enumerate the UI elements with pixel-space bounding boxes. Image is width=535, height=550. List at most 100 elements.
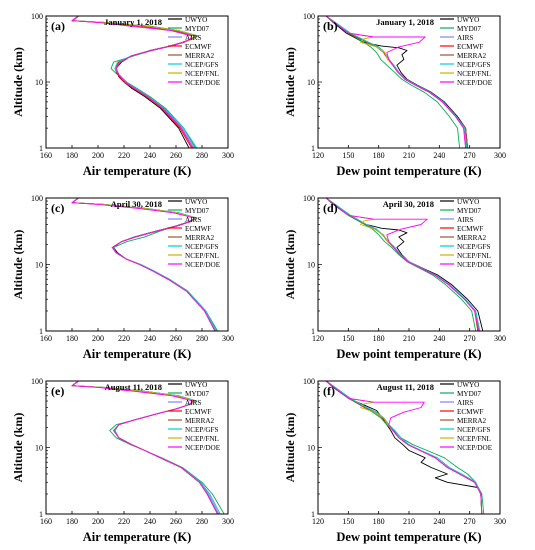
legend-label: UWYO (457, 198, 479, 206)
x-tick-label: 200 (92, 517, 104, 526)
x-tick-label: 210 (403, 151, 415, 160)
series-line-ncep-fnl (325, 198, 480, 331)
legend: UWYOMYD07AIRSECMWFMERRA2NCEP/GFSNCEP/FNL… (168, 16, 221, 87)
legend-label: AIRS (185, 399, 201, 407)
series-line-myd07 (325, 16, 461, 148)
x-tick-label: 300 (494, 517, 506, 526)
y-tick-label: 1 (311, 144, 315, 153)
series-group (71, 16, 199, 148)
x-axis-title: Dew point temperature (K) (336, 530, 481, 544)
y-tick-label: 10 (35, 444, 43, 453)
y-tick-label: 100 (303, 194, 315, 203)
chart-panel-d: 120 150 180 210 240 270 300 1 10 100 Dew point tem… (283, 194, 506, 361)
x-tick-label: 220 (118, 517, 130, 526)
y-tick-label: 1 (311, 510, 315, 519)
legend-label: UWYO (185, 198, 207, 206)
legend-label: MERRA2 (185, 234, 215, 242)
series-group (325, 16, 469, 148)
legend-label: NCEP/GFS (185, 61, 219, 69)
x-tick-label: 180 (373, 151, 385, 160)
y-tick-label: 1 (39, 327, 43, 336)
x-axis-title: Air temperature (K) (83, 347, 192, 361)
y-axis-title: Altitude (km) (283, 230, 297, 300)
legend-label: NCEP/GFS (185, 243, 219, 251)
x-tick-label: 270 (464, 517, 476, 526)
legend-label: NCEP/FNL (457, 435, 491, 443)
legend-label: NCEP/FNL (457, 70, 491, 78)
legend-label: NCEP/FNL (457, 252, 491, 260)
panel-date: January 1, 2018 (104, 17, 162, 27)
y-tick-label: 10 (35, 78, 43, 87)
legend-label: ECMWF (185, 225, 211, 233)
legend-label: MYD07 (457, 25, 481, 33)
panel-label: (b) (323, 19, 338, 33)
x-tick-label: 300 (222, 334, 234, 343)
x-tick-label: 280 (196, 151, 208, 160)
legend-label: MYD07 (185, 390, 209, 398)
x-tick-label: 280 (196, 517, 208, 526)
legend-label: MERRA2 (457, 234, 487, 242)
x-tick-label: 240 (144, 517, 156, 526)
x-tick-label: 200 (92, 151, 104, 160)
legend-label: NCEP/DOE (457, 444, 493, 452)
x-tick-label: 300 (222, 517, 234, 526)
legend-label: NCEP/GFS (185, 426, 219, 434)
series-line-ncep-gfs (325, 16, 468, 148)
panel-label: (d) (323, 201, 338, 215)
series-line-ncep-doe (325, 381, 483, 514)
x-tick-label: 300 (222, 151, 234, 160)
chart-panel-e: 160 180 200 220 240 260 280 300 1 10 100 Air temper… (11, 377, 234, 544)
x-tick-label: 240 (433, 334, 445, 343)
x-axis-title: Air temperature (K) (83, 164, 192, 178)
x-tick-label: 210 (403, 334, 415, 343)
x-tick-label: 160 (40, 151, 52, 160)
y-tick-label: 1 (39, 510, 43, 519)
series-line-ncep-doe (71, 198, 216, 331)
panel-date: April 30, 2018 (383, 199, 434, 209)
x-tick-label: 180 (66, 334, 78, 343)
y-tick-label: 100 (31, 194, 43, 203)
legend-label: NCEP/GFS (457, 426, 491, 434)
legend-label: MYD07 (457, 390, 481, 398)
y-tick-label: 10 (307, 261, 315, 270)
legend-label: AIRS (185, 216, 201, 224)
x-tick-label: 270 (464, 334, 476, 343)
legend: UWYOMYD07AIRSECMWFMERRA2NCEP/GFSNCEP/FNL… (440, 198, 493, 269)
y-tick-label: 100 (303, 12, 315, 21)
x-tick-label: 160 (40, 517, 52, 526)
legend-label: NCEP/FNL (185, 435, 219, 443)
y-tick-label: 100 (31, 377, 43, 386)
x-axis-title: Dew point temperature (K) (336, 347, 481, 361)
series-line-uwyo (325, 381, 483, 514)
series-line-myd07 (325, 198, 477, 331)
x-tick-label: 120 (312, 151, 324, 160)
x-tick-label: 180 (66, 151, 78, 160)
y-tick-label: 10 (307, 444, 315, 453)
series-line-ncep-doe (325, 198, 480, 331)
legend-label: AIRS (457, 216, 473, 224)
series-group (71, 381, 225, 514)
x-tick-label: 150 (342, 151, 354, 160)
x-tick-label: 240 (144, 334, 156, 343)
x-tick-label: 260 (170, 151, 182, 160)
y-tick-label: 1 (39, 144, 43, 153)
series-line-ncep-gfs (325, 381, 483, 514)
legend: UWYOMYD07AIRSECMWFMERRA2NCEP/GFSNCEP/FNL… (168, 198, 221, 269)
x-tick-label: 210 (403, 517, 415, 526)
legend: UWYOMYD07AIRSECMWFMERRA2NCEP/GFSNCEP/FNL… (168, 381, 221, 452)
panel-date: January 1, 2018 (376, 17, 434, 27)
legend-label: NCEP/GFS (457, 61, 491, 69)
series-line-ecmwf (325, 198, 479, 331)
x-tick-label: 150 (342, 517, 354, 526)
x-tick-label: 260 (170, 517, 182, 526)
x-tick-label: 270 (464, 151, 476, 160)
legend-label: ECMWF (185, 408, 211, 416)
chart-panel-a: 160 180 200 220 240 260 280 300 1 10 100 Air temper… (11, 12, 234, 178)
legend-label: ECMWF (457, 408, 483, 416)
x-axis-title: Air temperature (K) (83, 530, 192, 544)
series-group (71, 198, 218, 331)
x-tick-label: 160 (40, 334, 52, 343)
legend-label: MERRA2 (185, 52, 215, 60)
legend-label: UWYO (185, 16, 207, 24)
x-tick-label: 120 (312, 517, 324, 526)
